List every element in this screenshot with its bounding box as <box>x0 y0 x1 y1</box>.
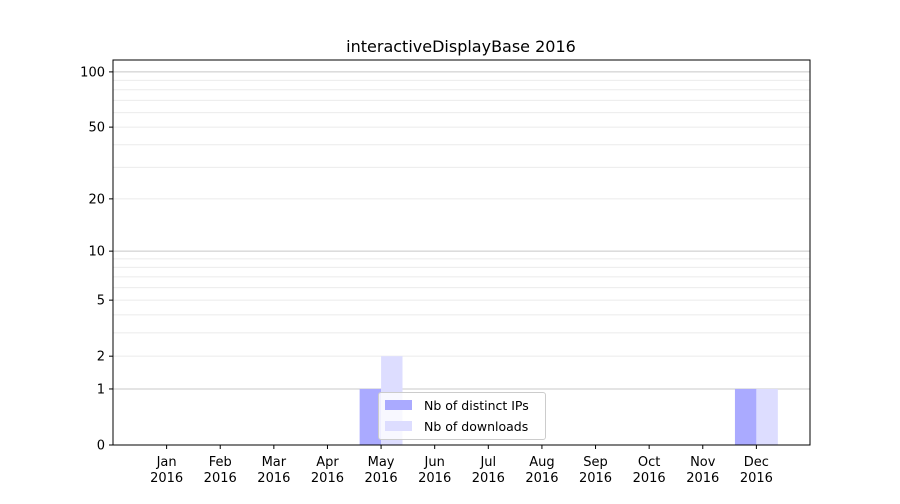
y-tick-label: 50 <box>88 121 105 136</box>
bar-ips <box>359 388 382 445</box>
chart-title: interactiveDisplayBase 2016 <box>346 37 576 56</box>
y-tick-label: 0 <box>97 439 105 454</box>
legend-item-downloads: Nb of downloads <box>385 418 528 434</box>
y-tick-label: 100 <box>80 65 105 80</box>
x-tick-label: Apr 2016 <box>311 455 344 486</box>
bar-downloads <box>756 388 778 445</box>
legend-item-ips: Nb of distinct IPs <box>385 397 529 413</box>
legend-label-ips: Nb of distinct IPs <box>424 397 529 413</box>
x-tick-label: Sep 2016 <box>579 455 612 486</box>
x-tick-label: Jan 2016 <box>150 455 183 486</box>
legend: Nb of distinct IPs Nb of downloads <box>378 392 546 440</box>
x-tick-label: Feb 2016 <box>204 455 237 486</box>
legend-swatch-ips <box>385 400 412 410</box>
y-tick-label: 10 <box>88 245 105 260</box>
x-tick-label: Mar 2016 <box>257 455 290 486</box>
x-tick-label: May 2016 <box>365 455 398 486</box>
y-tick-label: 2 <box>97 350 105 365</box>
legend-swatch-downloads <box>385 421 412 431</box>
x-tick-label: Dec 2016 <box>740 455 773 486</box>
x-tick-label: Nov 2016 <box>686 455 719 486</box>
bar-ips <box>734 388 757 445</box>
x-tick-label: Aug 2016 <box>525 455 558 486</box>
x-tick-label: Oct 2016 <box>633 455 666 486</box>
y-tick-label: 20 <box>88 192 105 207</box>
x-tick-label: Jun 2016 <box>418 455 451 486</box>
x-tick-label: Jul 2016 <box>472 455 505 486</box>
legend-label-downloads: Nb of downloads <box>424 418 529 434</box>
y-tick-label: 1 <box>97 382 105 397</box>
y-tick-label: 5 <box>97 294 105 309</box>
plot-frame <box>112 59 811 446</box>
